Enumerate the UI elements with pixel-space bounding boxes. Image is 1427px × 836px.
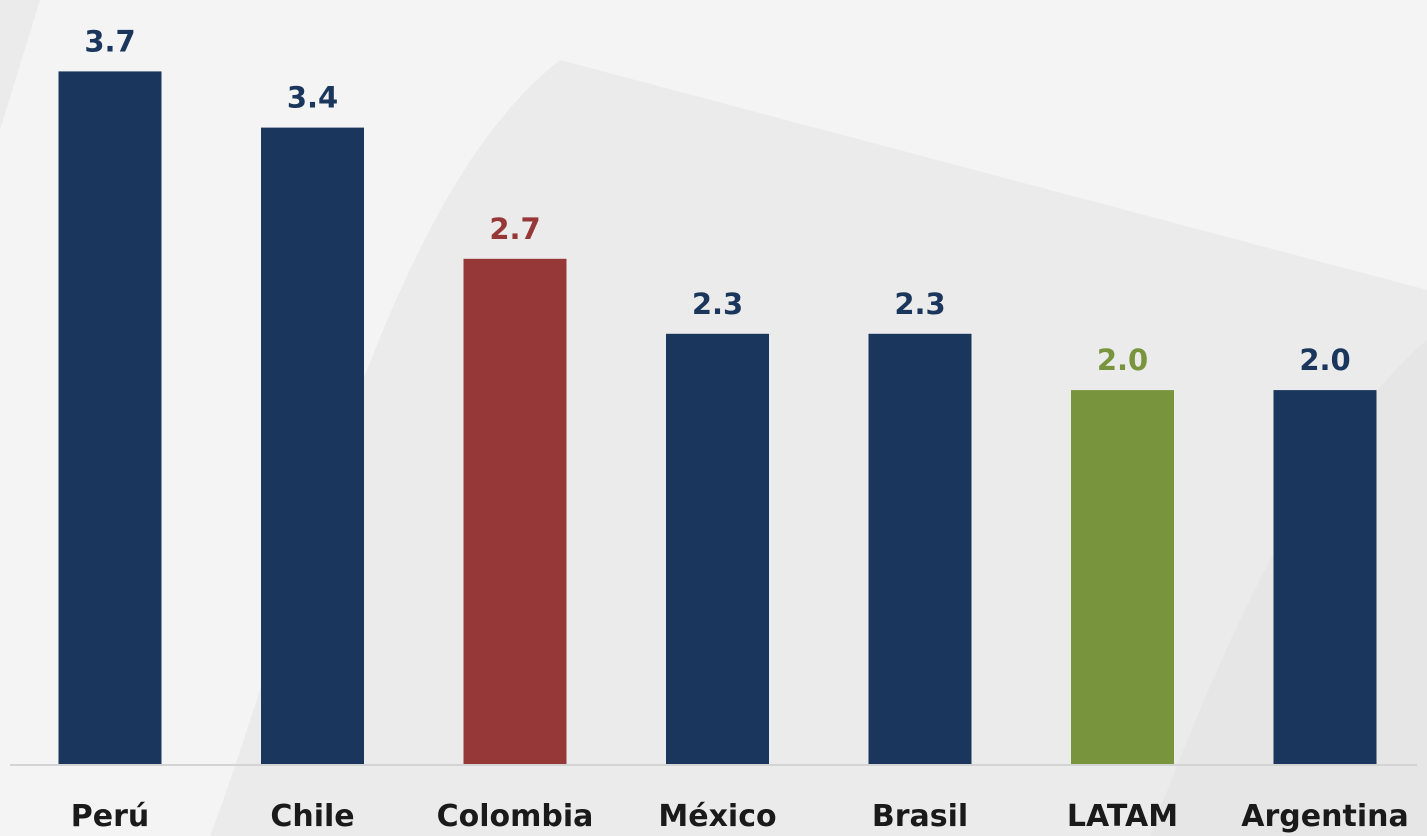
value-label-brasil: 2.3 — [894, 287, 945, 321]
value-label-latam: 2.0 — [1097, 343, 1148, 377]
bar-argentina — [1273, 390, 1377, 765]
category-labels-group: Perú Chile Colombia México Brasil LATAM Argent… — [71, 799, 1409, 834]
category-label-chile: Chile — [270, 799, 354, 834]
background-shape-left — [0, 0, 40, 130]
bar-peru — [58, 71, 162, 765]
bars-group — [58, 71, 1377, 766]
value-label-colombia: 2.7 — [489, 212, 540, 246]
value-label-argentina: 2.0 — [1299, 343, 1350, 377]
bar-latam — [1071, 390, 1174, 765]
bar-mexico — [666, 333, 769, 765]
bar-colombia — [463, 258, 567, 765]
value-label-chile: 3.4 — [287, 81, 338, 115]
bar-brasil — [868, 333, 972, 765]
bar-chile — [261, 127, 364, 766]
category-label-peru: Perú — [71, 799, 150, 834]
category-label-latam: LATAM — [1067, 799, 1178, 834]
value-label-mexico: 2.3 — [692, 287, 743, 321]
category-label-argentina: Argentina — [1241, 799, 1408, 834]
value-label-peru: 3.7 — [84, 24, 135, 58]
value-labels-group: 3.7 3.4 2.7 2.3 2.3 2.0 2.0 — [84, 24, 1350, 377]
category-label-colombia: Colombia — [437, 799, 594, 834]
category-label-brasil: Brasil — [872, 799, 968, 834]
category-label-mexico: México — [658, 799, 776, 834]
